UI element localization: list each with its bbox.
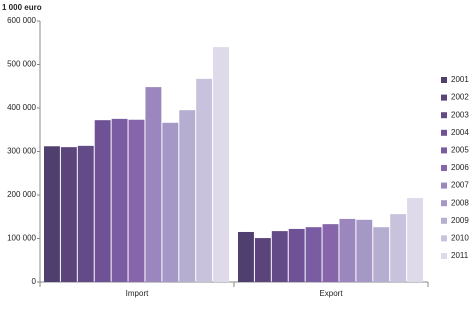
legend-label: 2008 [451, 198, 469, 207]
bar [305, 227, 322, 282]
legend-swatch [441, 147, 447, 154]
bar [254, 238, 271, 282]
y-tick-label: 300 000 [7, 147, 36, 156]
bar [271, 231, 288, 282]
bar [162, 122, 179, 282]
y-tick-label: 500 000 [7, 60, 36, 69]
legend-label: 2009 [451, 216, 469, 225]
bar [390, 214, 407, 282]
bar [44, 146, 60, 282]
bar [322, 224, 339, 282]
legend-label: 2010 [451, 234, 469, 243]
y-tick-label: 200 000 [7, 190, 36, 199]
bar [339, 218, 356, 282]
bar [77, 145, 94, 282]
x-tick-label: Import [126, 289, 149, 298]
bar [94, 120, 111, 283]
bar [179, 110, 196, 282]
bar [238, 231, 254, 282]
legend-swatch [441, 200, 447, 207]
y-tick-label: 100 000 [7, 234, 36, 243]
legend-label: 2007 [451, 181, 469, 190]
y-axis-label: 1 000 euro [2, 3, 42, 12]
legend-label: 2004 [451, 128, 469, 137]
bar [356, 219, 373, 282]
legend-label: 2005 [451, 146, 469, 155]
bar [373, 227, 390, 282]
bar [145, 87, 162, 283]
bar [196, 78, 213, 282]
legend-label: 2001 [451, 75, 469, 84]
legend-swatch [441, 182, 447, 189]
legend-swatch [441, 253, 447, 259]
bar [407, 198, 423, 282]
y-tick-label: 400 000 [7, 103, 36, 112]
bar [60, 147, 77, 282]
legend-swatch [441, 77, 447, 83]
legend-label: 2011 [451, 251, 469, 260]
y-tick-label: 600 000 [7, 16, 36, 25]
legend-swatch [441, 217, 447, 224]
y-tick-label: 0 [32, 277, 37, 286]
legend-swatch [441, 235, 447, 242]
bar [128, 119, 145, 283]
legend-label: 2002 [451, 93, 469, 102]
legend-label: 2006 [451, 163, 469, 172]
legend-swatch [441, 112, 447, 119]
x-tick-label: Export [319, 289, 343, 298]
legend-swatch [441, 94, 447, 101]
legend-swatch [441, 129, 447, 136]
bar [213, 47, 229, 282]
legend-label: 2003 [451, 110, 469, 119]
bar [288, 228, 305, 282]
legend-swatch [441, 165, 447, 171]
bar [111, 118, 128, 282]
